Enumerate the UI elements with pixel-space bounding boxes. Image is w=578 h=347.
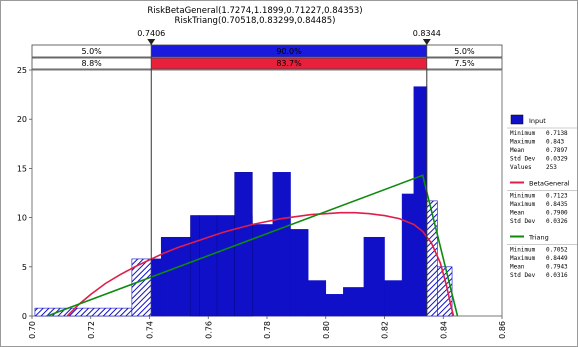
histogram-bar (199, 215, 218, 317)
delimiter-value: 0.8344 (413, 29, 441, 38)
x-tick-label: 0.84 (439, 321, 448, 339)
y-tick-label: 5 (22, 263, 27, 272)
legend-stat-label: Minimum (510, 247, 536, 254)
legend-stat-value: 0.8435 (546, 201, 568, 208)
histogram-bar (307, 280, 327, 317)
legend-series-name: Input (529, 117, 546, 125)
legend-stat-value: 0.0329 (546, 156, 568, 163)
histogram-bar (413, 86, 428, 317)
histogram-bar (401, 193, 415, 317)
delimiter-handle (147, 39, 156, 45)
legend-stat-value: 0.7943 (546, 264, 568, 271)
probability-label: 5.0% (454, 47, 475, 56)
histogram-bar (272, 172, 291, 317)
x-tick-label: 0.82 (381, 321, 390, 339)
legend-stat-label: Maximum (510, 255, 536, 262)
legend-stat-value: 0.7900 (546, 210, 568, 217)
probability-label: 8.8% (81, 59, 102, 68)
legend-stat-label: Std Dev (510, 218, 536, 225)
legend-stat-label: Mean (510, 147, 525, 154)
legend-stat-value: 0.0326 (546, 218, 568, 225)
legend-stat-label: Mean (510, 264, 525, 271)
delimiter-value: 0.7406 (137, 29, 165, 38)
x-tick-label: 0.78 (263, 321, 272, 339)
probability-label: 90.0% (276, 47, 302, 56)
legend: Input Minimum 0.7138 Maximum 0.843 Mean 0.7897… (507, 114, 577, 279)
histogram-bar (190, 215, 200, 317)
legend-stat-label: Maximum (510, 201, 536, 208)
histogram-bar (234, 172, 253, 317)
probability-label: 83.7% (276, 59, 302, 68)
histogram-bar (426, 200, 438, 317)
histogram-bar (343, 287, 365, 317)
legend-stat-label: Minimum (510, 130, 536, 137)
legend-stat-value: 0.843 (546, 139, 564, 146)
probability-segment (426, 44, 503, 58)
histogram-bars (34, 86, 453, 317)
x-tick-label: 0.70 (28, 321, 37, 339)
y-tick-label: 10 (17, 214, 27, 223)
y-tick-label: 15 (17, 164, 27, 173)
histogram-bar (150, 258, 162, 317)
probability-bars: 5.0% 90.0% 5.0% 8.8% 83.7% 7.5% (31, 44, 503, 70)
x-tick-label: 0.72 (87, 321, 96, 339)
chart-title-line-1: RiskBetaGeneral(1.7274,1.1899,0.71227,0.… (147, 6, 362, 16)
legend-stat-label: Minimum (510, 193, 536, 200)
legend-stat-label: Std Dev (510, 272, 536, 279)
beta-general-curve (66, 211, 455, 317)
histogram-bar (160, 236, 191, 317)
legend-series-name: Triang (528, 234, 549, 242)
delimiter-markers: 0.7406 0.8344 (137, 29, 441, 316)
histogram-bar (325, 294, 344, 317)
delimiter-handle (422, 39, 431, 45)
probability-segment (426, 57, 503, 70)
y-tick-label: 20 (17, 115, 27, 124)
legend-stat-value: 0.7138 (546, 130, 568, 137)
distribution-curves (46, 174, 459, 317)
legend-swatch (510, 114, 524, 125)
legend-stat-value: 0.0316 (546, 272, 568, 279)
x-tick-label: 0.86 (498, 321, 507, 339)
legend-stat-value: 0.8449 (546, 255, 568, 262)
legend-stat-value: 0.7897 (546, 147, 568, 154)
legend-stat-label: Mean (510, 210, 525, 217)
x-tick-label: 0.76 (204, 321, 213, 339)
histogram-bar (290, 229, 309, 317)
legend-stat-value: 253 (546, 164, 557, 171)
chart-title-line-2: RiskTriang(0.70518,0.83299,0.84485) (175, 16, 336, 26)
legend-series-name: BetaGeneral (529, 180, 570, 188)
histogram-bar (437, 266, 453, 317)
triang-curve (46, 174, 459, 317)
legend-stat-label: Std Dev (510, 156, 536, 163)
legend-stat-label: Maximum (510, 139, 536, 146)
legend-stat-value: 0.7123 (546, 193, 568, 200)
x-tick-label: 0.74 (146, 321, 155, 339)
legend-stat-label: Values (510, 164, 532, 171)
probability-label: 5.0% (81, 47, 102, 56)
y-tick-label: 25 (17, 66, 27, 75)
histogram-bar (384, 280, 403, 317)
probability-label: 7.5% (454, 59, 475, 68)
y-tick-label: 0 (22, 312, 27, 321)
legend-stat-value: 0.7052 (546, 247, 568, 254)
x-tick-label: 0.80 (322, 321, 331, 339)
chart-title: RiskBetaGeneral(1.7274,1.1899,0.71227,0.… (147, 6, 362, 26)
histogram-bar (363, 236, 385, 317)
axes: 0.70 0.72 0.74 0.76 0.78 0.80 0.82 0.84 0.86 0 5 10… (17, 66, 507, 339)
